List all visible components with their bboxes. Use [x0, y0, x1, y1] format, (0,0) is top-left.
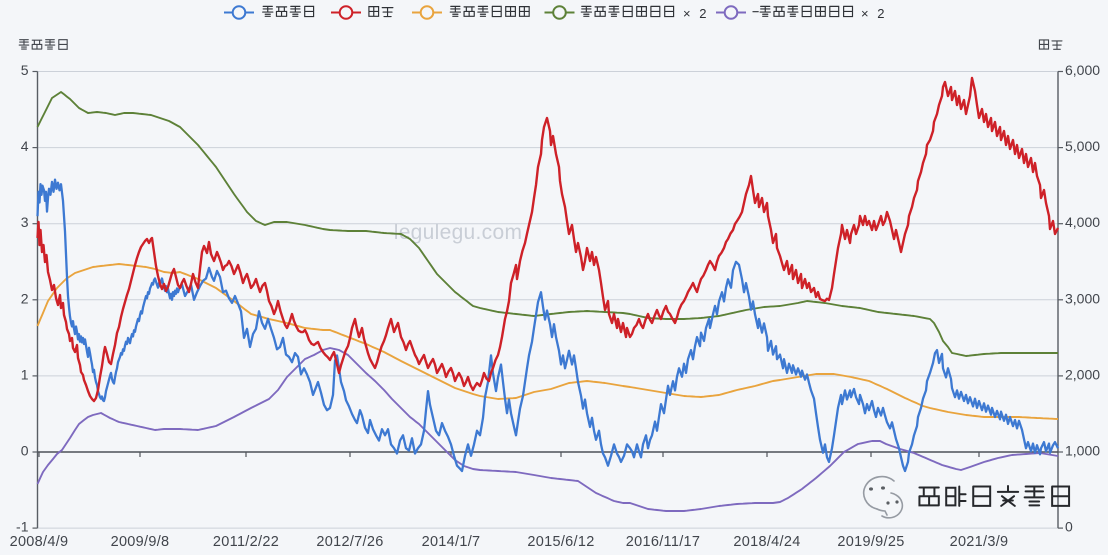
- svg-text:4,000: 4,000: [1065, 214, 1100, 230]
- svg-text:× 2: × 2: [683, 6, 709, 21]
- svg-text:2019/9/25: 2019/9/25: [837, 534, 904, 550]
- svg-text:2018/4/24: 2018/4/24: [733, 534, 800, 550]
- svg-text:2,000: 2,000: [1065, 366, 1100, 382]
- svg-text:1,000: 1,000: [1065, 443, 1100, 459]
- svg-text:5,000: 5,000: [1065, 138, 1100, 154]
- svg-text:4: 4: [21, 138, 29, 154]
- svg-text:3: 3: [21, 214, 29, 230]
- svg-text:6,000: 6,000: [1065, 62, 1100, 78]
- svg-text:2009/9/8: 2009/9/8: [111, 534, 170, 550]
- svg-text:2008/4/9: 2008/4/9: [10, 534, 69, 550]
- svg-text:0: 0: [1065, 519, 1073, 535]
- svg-text:3,000: 3,000: [1065, 290, 1100, 306]
- svg-text:legulegu.com: legulegu.com: [394, 221, 523, 244]
- svg-text:2011/2/22: 2011/2/22: [213, 534, 279, 550]
- svg-text:2021/3/9: 2021/3/9: [950, 534, 1009, 550]
- svg-text:-1: -1: [16, 519, 29, 535]
- svg-text:2016/11/17: 2016/11/17: [626, 534, 701, 550]
- svg-text:2015/6/12: 2015/6/12: [527, 534, 594, 550]
- svg-text:2: 2: [21, 290, 29, 306]
- svg-text:0: 0: [21, 443, 29, 459]
- svg-text:5: 5: [21, 62, 29, 78]
- svg-text:2012/7/26: 2012/7/26: [316, 534, 383, 550]
- svg-text:2014/1/7: 2014/1/7: [422, 534, 481, 550]
- svg-text:× 2: × 2: [861, 6, 887, 21]
- svg-text:1: 1: [21, 366, 29, 382]
